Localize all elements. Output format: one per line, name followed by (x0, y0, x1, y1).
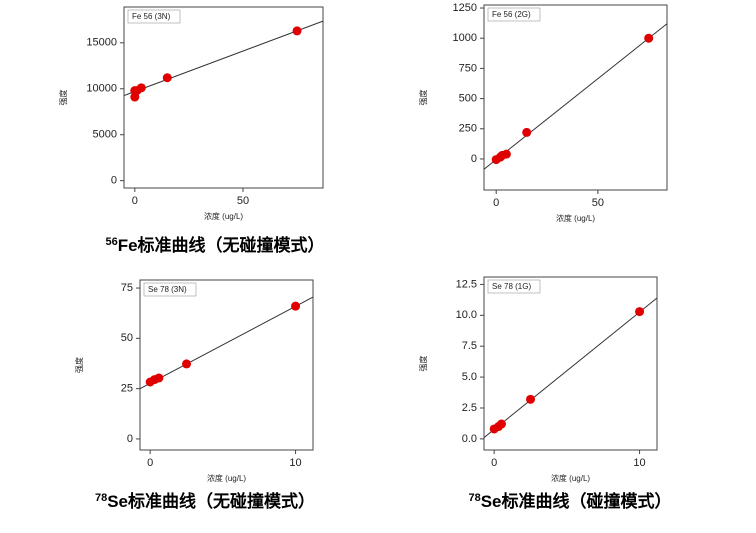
x-axis-label: 浓度 (ug/L) (556, 213, 595, 223)
fit-line (123, 20, 324, 97)
y-tick-label: 7.5 (462, 340, 477, 352)
x-axis-label: 浓度 (ug/L) (204, 211, 243, 221)
plot-frame (139, 279, 314, 451)
caption: 78Se标准曲线（无碰撞模式） (95, 491, 315, 511)
y-axis-label: 强度 (418, 356, 428, 372)
x-axis-label: 浓度 (ug/L) (207, 473, 246, 483)
y-tick-label: 5.0 (462, 371, 477, 383)
y-tick-label: 0.0 (462, 433, 477, 445)
plot-frame (123, 6, 324, 189)
y-tick-label: 5000 (93, 129, 117, 141)
x-tick-label: 0 (132, 195, 138, 207)
data-point (644, 33, 654, 43)
legend-box (487, 7, 541, 22)
plot-frame (483, 4, 668, 191)
data-point (496, 419, 506, 429)
y-tick-label: 1250 (453, 2, 477, 14)
caption-isotope: 78 (95, 492, 107, 504)
data-point (291, 301, 301, 311)
legend-label: Fe 56 (3N) (132, 12, 171, 21)
x-tick-label: 0 (493, 197, 499, 209)
x-tick-label: 50 (237, 195, 249, 207)
y-tick-label: 10.0 (456, 309, 477, 321)
fit-line (139, 296, 314, 390)
y-tick-label: 15000 (86, 37, 117, 49)
y-axis-label: 强度 (418, 90, 428, 106)
x-tick-label: 50 (592, 197, 604, 209)
y-tick-label: 250 (459, 123, 477, 135)
data-point (136, 83, 146, 93)
y-tick-label: 25 (121, 383, 133, 395)
caption: 56Fe标准曲线（无碰撞模式） (105, 235, 324, 255)
data-point (501, 149, 511, 159)
y-tick-label: 75 (121, 282, 133, 294)
caption-isotope: 56 (105, 236, 117, 248)
data-point (162, 73, 172, 83)
legend-label: Se 78 (3N) (148, 285, 187, 294)
y-tick-label: 10000 (86, 83, 117, 95)
x-tick-label: 0 (147, 457, 153, 469)
legend-label: Fe 56 (2G) (492, 10, 531, 19)
x-tick-label: 10 (289, 457, 301, 469)
y-tick-label: 0 (471, 153, 477, 165)
x-axis-label: 浓度 (ug/L) (551, 473, 590, 483)
legend-box (127, 9, 181, 24)
data-point (635, 307, 645, 317)
caption-text: Se标准曲线（无碰撞模式） (107, 491, 315, 511)
data-point (522, 127, 532, 137)
y-tick-label: 750 (459, 62, 477, 74)
x-tick-label: 10 (633, 457, 645, 469)
y-tick-label: 12.5 (456, 278, 477, 290)
legend-box (487, 279, 541, 294)
data-point (182, 359, 192, 369)
data-point (526, 394, 536, 404)
data-point (292, 26, 302, 36)
caption-text: Se标准曲线（碰撞模式） (481, 491, 672, 511)
y-tick-label: 0 (127, 433, 133, 445)
legend-label: Se 78 (1G) (492, 282, 531, 291)
y-axis-label: 强度 (58, 90, 68, 106)
data-point (154, 373, 164, 383)
caption-isotope: 78 (468, 492, 480, 504)
y-tick-label: 0 (111, 175, 117, 187)
x-tick-label: 0 (491, 457, 497, 469)
y-tick-label: 1000 (453, 32, 477, 44)
caption: 78Se标准曲线（碰撞模式） (468, 491, 671, 511)
plot-frame (483, 276, 658, 451)
fit-line (483, 23, 668, 170)
y-axis-label: 强度 (74, 357, 84, 373)
y-tick-label: 500 (459, 92, 477, 104)
fit-line (483, 297, 658, 439)
y-tick-label: 2.5 (462, 402, 477, 414)
caption-text: Fe标准曲线（无碰撞模式） (118, 235, 325, 255)
legend-box (143, 282, 197, 297)
y-tick-label: 50 (121, 332, 133, 344)
